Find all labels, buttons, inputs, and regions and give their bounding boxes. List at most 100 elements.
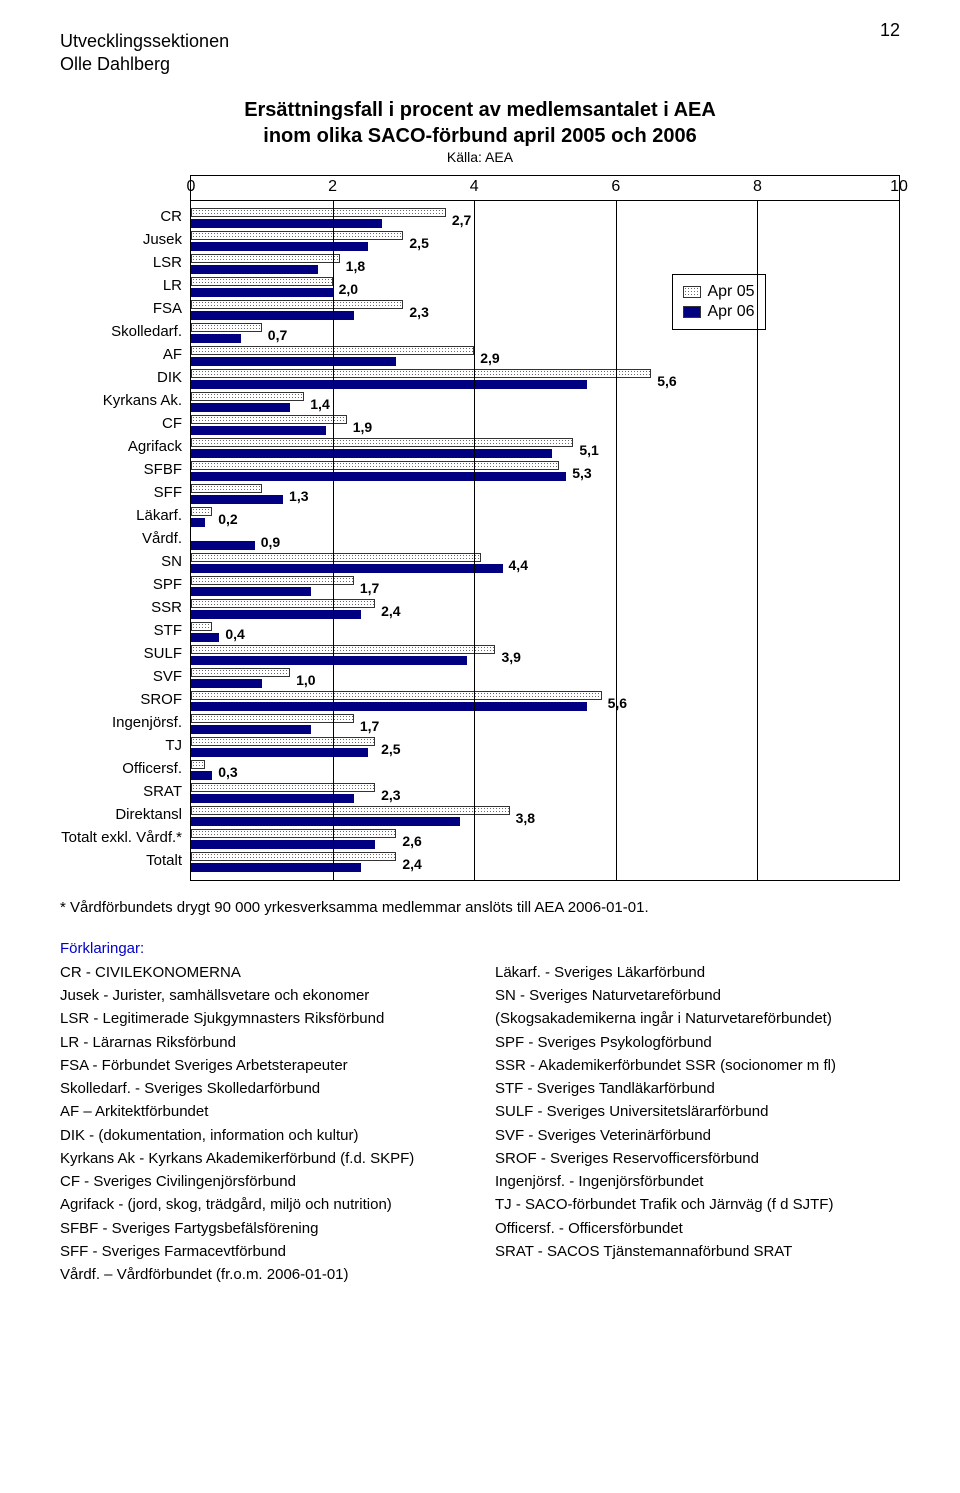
bar-apr05 bbox=[191, 783, 375, 792]
bar-row: 1,7 bbox=[191, 575, 899, 598]
value-label: 5,6 bbox=[657, 373, 676, 389]
category-label: Totalt bbox=[60, 849, 190, 872]
explain-item: Läkarf. - Sveriges Läkarförbund bbox=[495, 961, 900, 984]
value-label: 2,5 bbox=[381, 741, 400, 757]
category-label: AF bbox=[60, 343, 190, 366]
explain-item: Skolledarf. - Sveriges Skolledarförbund bbox=[60, 1077, 465, 1100]
bar-row: 5,6 bbox=[191, 690, 899, 713]
category-label: Kyrkans Ak. bbox=[60, 389, 190, 412]
category-label: Agrifack bbox=[60, 435, 190, 458]
bar-row: 1,8 bbox=[191, 253, 899, 276]
bar-apr06 bbox=[191, 587, 311, 596]
explain-item: SPF - Sveriges Psykologförbund bbox=[495, 1031, 900, 1054]
explain-item: SROF - Sveriges Reservofficersförbund bbox=[495, 1147, 900, 1170]
value-label: 0,3 bbox=[218, 764, 237, 780]
bar-apr05 bbox=[191, 645, 495, 654]
explain-item: SRAT - SACOS Tjänstemannaförbund SRAT bbox=[495, 1240, 900, 1263]
bar-apr05 bbox=[191, 507, 212, 516]
category-label: Läkarf. bbox=[60, 504, 190, 527]
bar-row: 0,7 bbox=[191, 322, 899, 345]
bar-apr05 bbox=[191, 737, 375, 746]
bar-row: 2,4 bbox=[191, 598, 899, 621]
explain-item: SFF - Sveriges Farmacevtförbund bbox=[60, 1240, 465, 1263]
header-line-1: Utvecklingssektionen bbox=[60, 30, 900, 53]
bar-row: 0,3 bbox=[191, 759, 899, 782]
bar-apr06 bbox=[191, 633, 219, 642]
value-label: 1,8 bbox=[346, 258, 365, 274]
bar-apr05 bbox=[191, 231, 403, 240]
bar-apr05 bbox=[191, 599, 375, 608]
page: 12 Utvecklingssektionen Olle Dahlberg Er… bbox=[0, 0, 960, 1316]
value-label: 0,9 bbox=[261, 534, 280, 550]
bars-region: 2,72,51,82,02,30,72,95,61,41,95,15,31,30… bbox=[191, 201, 899, 880]
bar-row: 1,0 bbox=[191, 667, 899, 690]
x-tick: 4 bbox=[470, 178, 479, 196]
value-label: 1,4 bbox=[310, 396, 329, 412]
explain-item: CF - Sveriges Civilingenjörsförbund bbox=[60, 1170, 465, 1193]
grid-line bbox=[757, 200, 758, 880]
legend-row: Apr 06 bbox=[683, 303, 754, 321]
bar-row: 0,4 bbox=[191, 621, 899, 644]
bar-apr06 bbox=[191, 518, 205, 527]
header-line-2: Olle Dahlberg bbox=[60, 53, 900, 76]
explain-item: Ingenjörsf. - Ingenjörsförbundet bbox=[495, 1170, 900, 1193]
legend-swatch bbox=[683, 306, 701, 318]
bar-apr06 bbox=[191, 679, 262, 688]
explain-left-col: CR - CIVILEKONOMERNAJusek - Jurister, sa… bbox=[60, 961, 465, 1287]
category-label: TJ bbox=[60, 734, 190, 757]
bar-apr06 bbox=[191, 771, 212, 780]
bar-apr06 bbox=[191, 794, 354, 803]
x-tick: 0 bbox=[187, 178, 196, 196]
explain-item: FSA - Förbundet Sveriges Arbetsterapeute… bbox=[60, 1054, 465, 1077]
bar-apr06 bbox=[191, 403, 290, 412]
bar-row: 2,9 bbox=[191, 345, 899, 368]
bar-apr05 bbox=[191, 208, 446, 217]
category-label: Direktansl bbox=[60, 803, 190, 826]
explain-item: SFBF - Sveriges Fartygsbefälsförening bbox=[60, 1217, 465, 1240]
bar-apr06 bbox=[191, 242, 368, 251]
bar-row: 2,0 bbox=[191, 276, 899, 299]
explain-item: TJ - SACO-förbundet Trafik och Järnväg (… bbox=[495, 1193, 900, 1216]
bar-apr05 bbox=[191, 806, 510, 815]
bar-apr06 bbox=[191, 449, 552, 458]
bar-apr06 bbox=[191, 863, 361, 872]
explain-item: LR - Lärarnas Riksförbund bbox=[60, 1031, 465, 1054]
bar-apr06 bbox=[191, 288, 333, 297]
bar-apr06 bbox=[191, 725, 311, 734]
bar-apr05 bbox=[191, 277, 333, 286]
explain-item: SVF - Sveriges Veterinärförbund bbox=[495, 1124, 900, 1147]
bar-apr06 bbox=[191, 656, 467, 665]
value-label: 0,2 bbox=[218, 511, 237, 527]
bar-apr06 bbox=[191, 380, 587, 389]
bar-row: 2,7 bbox=[191, 207, 899, 230]
value-label: 2,3 bbox=[409, 304, 428, 320]
x-tick: 2 bbox=[328, 178, 337, 196]
category-label: FSA bbox=[60, 297, 190, 320]
category-label: SRAT bbox=[60, 780, 190, 803]
bar-apr05 bbox=[191, 691, 602, 700]
category-label: SN bbox=[60, 550, 190, 573]
bar-apr06 bbox=[191, 840, 375, 849]
category-label: Ingenjörsf. bbox=[60, 711, 190, 734]
value-label: 1,3 bbox=[289, 488, 308, 504]
value-label: 1,7 bbox=[360, 718, 379, 734]
explain-columns: CR - CIVILEKONOMERNAJusek - Jurister, sa… bbox=[60, 961, 900, 1287]
category-label: CR bbox=[60, 205, 190, 228]
chart-subtitle: Källa: AEA bbox=[60, 149, 900, 165]
value-label: 4,4 bbox=[509, 557, 528, 573]
bar-apr06 bbox=[191, 702, 587, 711]
bar-row: 2,3 bbox=[191, 782, 899, 805]
chart-title-line2: inom olika SACO-förbund april 2005 och 2… bbox=[60, 123, 900, 149]
bar-apr05 bbox=[191, 714, 354, 723]
grid-line bbox=[616, 200, 617, 880]
legend: Apr 05Apr 06 bbox=[672, 274, 765, 330]
bar-row: 0,9 bbox=[191, 529, 899, 552]
bar-apr06 bbox=[191, 610, 361, 619]
bar-apr06 bbox=[191, 426, 326, 435]
bar-apr05 bbox=[191, 553, 481, 562]
bar-apr05 bbox=[191, 323, 262, 332]
bar-row: 2,6 bbox=[191, 828, 899, 851]
bar-apr05 bbox=[191, 484, 262, 493]
explain-item: SULF - Sveriges Universitetslärarförbund bbox=[495, 1100, 900, 1123]
x-tick: 6 bbox=[611, 178, 620, 196]
